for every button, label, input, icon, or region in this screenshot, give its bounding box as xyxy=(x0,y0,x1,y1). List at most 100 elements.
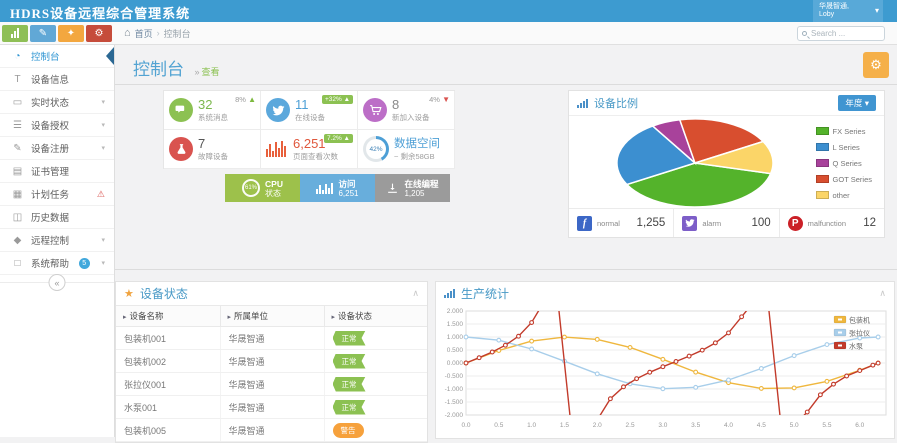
stat-icon-circle xyxy=(169,98,193,122)
page-header: 控制台 »查看 ⚙ xyxy=(115,45,897,85)
stat-icon-circle xyxy=(266,98,290,122)
sidebar-item-设备注册[interactable]: ✎设备注册▾ xyxy=(0,137,114,160)
twitter-bird-icon xyxy=(685,218,695,228)
shirt-icon: ✦ xyxy=(67,28,75,39)
status-badge: 正常 xyxy=(333,331,366,346)
social-stat-label: normal xyxy=(597,219,620,228)
collapse-panel-icon[interactable]: ∧ xyxy=(412,288,419,299)
sidebar-item-远程控制[interactable]: ◆远程控制▾ xyxy=(0,229,114,252)
settings-button[interactable]: ⚙ xyxy=(863,52,889,78)
download-icon xyxy=(386,182,399,195)
breadcrumb-home[interactable]: 首页 xyxy=(135,27,153,40)
sidebar-item-label: 远程控制 xyxy=(31,233,69,247)
sidebar-item-控制台[interactable]: ◔控制台 xyxy=(0,45,114,68)
collapse-panel-icon[interactable]: ∧ xyxy=(879,288,886,299)
device-ratio-pie-chart xyxy=(607,116,797,208)
bars-icon xyxy=(316,183,333,194)
user-org: 华晟智通, xyxy=(819,3,869,11)
delta-indicator: 8% ▲ xyxy=(235,95,256,104)
sidebar-item-label: 设备信息 xyxy=(31,72,69,86)
shirt-button[interactable]: ✦ xyxy=(58,25,84,42)
column-header-设备状态[interactable]: ▸设备状态 xyxy=(324,306,427,327)
sidebar-item-实时状态[interactable]: ▭实时状态▾ xyxy=(0,91,114,114)
device-name: 包装机005 xyxy=(116,419,220,442)
device-name: 水泵001 xyxy=(116,396,220,419)
svg-text:张拉仪: 张拉仪 xyxy=(849,329,870,338)
period-dropdown[interactable]: 年度 ▾ xyxy=(838,95,876,111)
edit-icon: ✎ xyxy=(11,143,24,154)
sidebar-collapse-button[interactable]: « xyxy=(49,274,66,291)
social-stat-label: malfunction xyxy=(808,219,846,228)
cart-icon xyxy=(369,104,382,117)
gears-button[interactable]: ⚙ xyxy=(86,25,112,42)
user-menu[interactable]: 华晟智通, Loby ▾ xyxy=(813,0,883,22)
stat-sub: ~ 剩余58GB xyxy=(394,151,440,162)
warning-icon: ⚠ xyxy=(97,189,105,200)
stat-value: 32 xyxy=(198,98,228,112)
device-name: 包装机001 xyxy=(116,327,220,350)
svg-text:1.500: 1.500 xyxy=(447,321,464,328)
data-space-donut: 42% xyxy=(363,136,389,162)
stat-value: 11 xyxy=(295,98,325,112)
sidebar-item-证书管理[interactable]: ▤证书管理 xyxy=(0,160,114,183)
legend-swatch xyxy=(816,143,829,151)
svg-text:2.000: 2.000 xyxy=(447,308,464,315)
sidebar-item-计划任务[interactable]: ▦计划任务⚠ xyxy=(0,183,114,206)
sidebar-item-历史数据[interactable]: ◫历史数据 xyxy=(0,206,114,229)
subtitle-separator: » xyxy=(194,67,199,77)
meter-line1: 在线编程 xyxy=(404,179,438,189)
svg-text:1.000: 1.000 xyxy=(447,334,464,341)
toolbar: ✎ ✦ ⚙ ⌂ 首页 › 控制台 xyxy=(0,22,897,45)
chart-icon xyxy=(444,289,455,298)
svg-text:5.5: 5.5 xyxy=(822,422,831,429)
svg-text:包装机: 包装机 xyxy=(849,316,870,325)
column-header-所属单位[interactable]: ▸所属单位 xyxy=(220,306,324,327)
device-status-cell: 警告 xyxy=(324,419,427,442)
bars-icon xyxy=(266,141,286,157)
search-input[interactable] xyxy=(811,29,881,38)
svg-text:0.500: 0.500 xyxy=(447,347,464,354)
stat-label: 在线设备 xyxy=(295,112,325,123)
delta-indicator: 4% ▼ xyxy=(429,95,450,104)
chart-legend-item: 张拉仪 xyxy=(834,329,870,338)
pencil-button[interactable]: ✎ xyxy=(30,25,56,42)
stat-icon-circle xyxy=(169,137,193,161)
column-header-设备名称[interactable]: ▸设备名称 xyxy=(116,306,220,327)
file-icon: □ xyxy=(11,258,24,269)
social-stat-value: 100 xyxy=(751,217,770,229)
image-icon: ◫ xyxy=(11,212,24,223)
arrow-up-icon: ▲ xyxy=(248,95,256,104)
flask-icon xyxy=(175,143,188,156)
chart-legend-item: 水泵 xyxy=(834,342,863,351)
device-unit: 华晟智通 xyxy=(220,396,324,419)
sort-icon: ▸ xyxy=(332,314,336,321)
device-status-title: 设备状态 xyxy=(140,285,188,302)
device-status-header: ★ 设备状态 ∧ xyxy=(116,282,427,305)
breadcrumb: ⌂ 首页 › 控制台 xyxy=(124,27,191,40)
status-badge: 正常 xyxy=(333,377,366,392)
chart-button[interactable] xyxy=(2,25,28,42)
stat-label: 故障设备 xyxy=(198,151,228,162)
sidebar-item-label: 系统帮助 xyxy=(31,256,69,270)
device-status-cell: 正常 xyxy=(324,327,427,350)
sidebar-item-设备授权[interactable]: ☰设备授权▾ xyxy=(0,114,114,137)
chevron-down-icon: ▾ xyxy=(101,144,105,152)
svg-text:水泵: 水泵 xyxy=(849,342,863,351)
